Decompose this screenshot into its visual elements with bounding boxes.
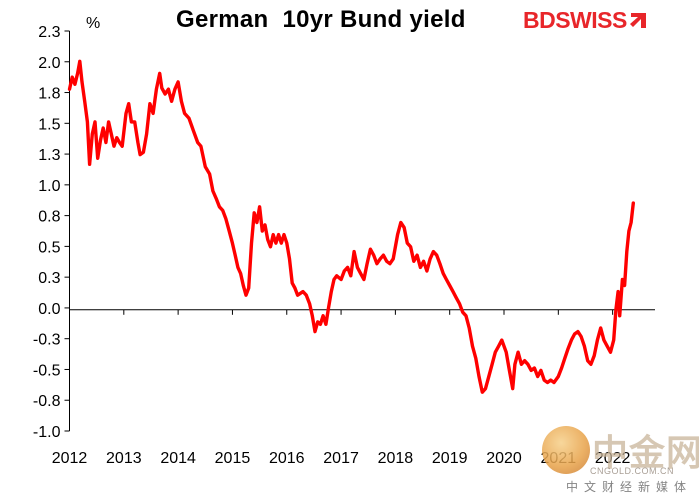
y-tick-label: 2.3: [38, 24, 60, 41]
watermark-subtitle: 中文财经新媒体: [566, 480, 693, 494]
y-tick-label: 1.8: [38, 86, 60, 103]
y-tick-label: 1.0: [38, 178, 60, 195]
x-tick-label: 2016: [269, 450, 305, 467]
cngold-watermark: 中金网 CNGOLD.COM.CN 中文财经新媒体: [540, 424, 699, 496]
x-tick-label: 2019: [432, 450, 468, 467]
y-tick-label: 2.0: [38, 55, 60, 72]
x-tick-label: 2018: [378, 450, 414, 467]
bdswiss-logo-text: BDSWISS: [523, 6, 627, 33]
y-tick-label: -0.5: [33, 362, 61, 379]
x-tick-label: 2020: [486, 450, 522, 467]
y-tick-label: 0.0: [38, 301, 60, 318]
chart-title: German 10yr Bund yield: [176, 6, 466, 33]
x-tick-label: 2015: [215, 450, 251, 467]
bdswiss-logo: BDSWISS: [523, 7, 647, 33]
watermark-text: 中金网: [592, 432, 699, 474]
y-axis-unit: %: [86, 15, 101, 32]
y-tick-label: 1.5: [38, 116, 60, 133]
y-tick-label: -0.8: [33, 393, 61, 410]
logo-arrow-icon: [629, 13, 646, 28]
x-tick-label: 2022: [595, 450, 631, 467]
bund-yield-series-line: [67, 59, 635, 394]
watermark-coin-icon: [542, 426, 590, 474]
x-tick-label: 2012: [52, 450, 88, 467]
x-tick-label: 2017: [323, 450, 359, 467]
x-tick-label: 2014: [160, 450, 196, 467]
y-tick-label: -1.0: [33, 424, 61, 441]
y-tick-label: 1.3: [38, 147, 60, 164]
y-tick-label: 0.5: [38, 239, 60, 256]
y-tick-label: 0.3: [38, 270, 60, 287]
y-tick-label: -0.3: [33, 332, 61, 349]
x-tick-label: 2013: [106, 450, 142, 467]
watermark-url: CNGOLD.COM.CN: [590, 466, 675, 476]
y-tick-label: 0.8: [38, 209, 60, 226]
